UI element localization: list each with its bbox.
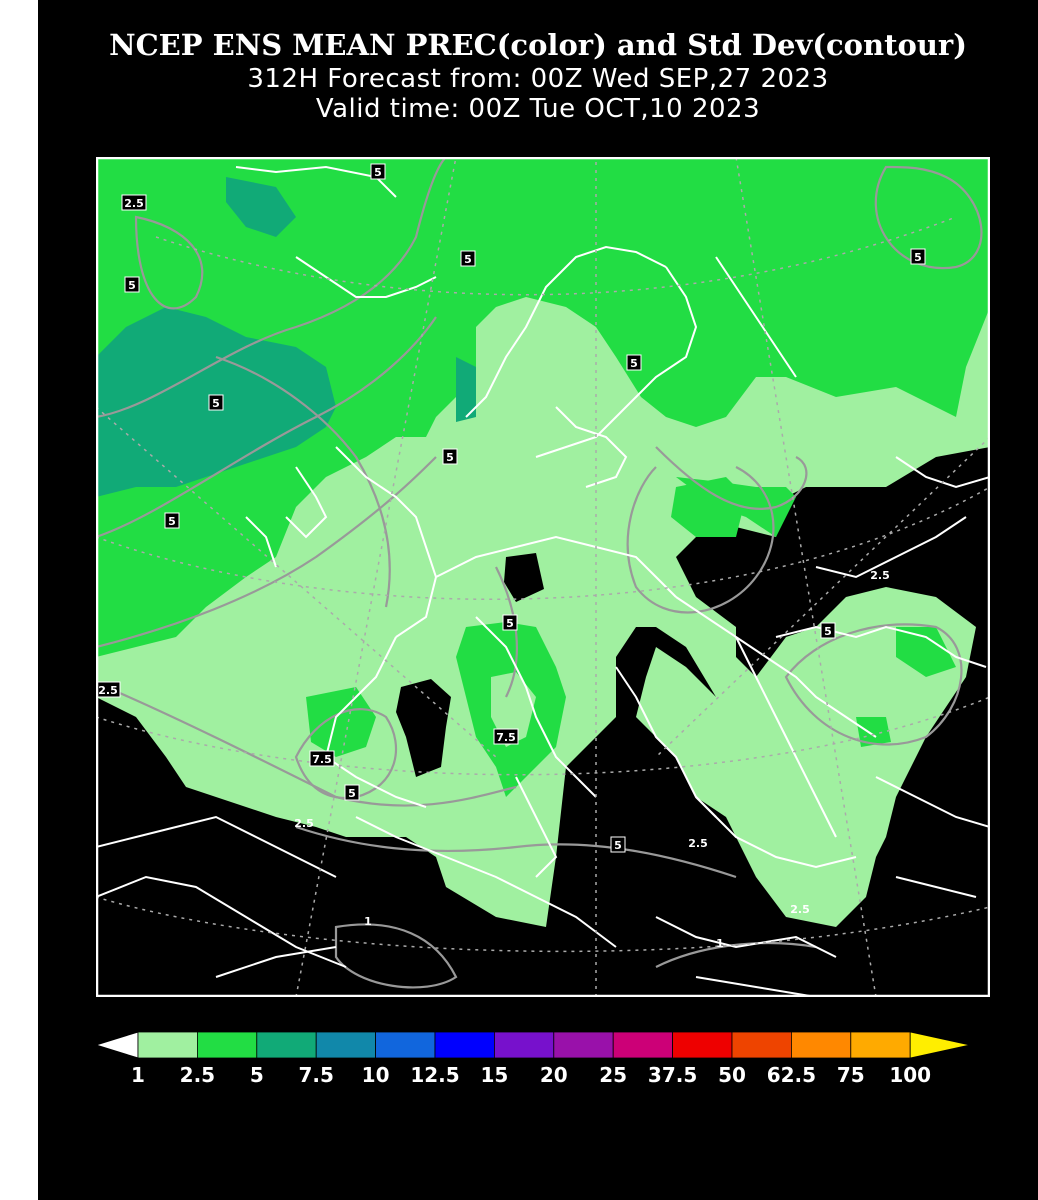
legend-swatch xyxy=(850,1031,911,1059)
svg-text:2.5: 2.5 xyxy=(98,684,118,697)
contour-label: 2.5 xyxy=(790,903,810,916)
legend-tick-label: 5 xyxy=(250,1063,264,1087)
legend-tick-label: 1 xyxy=(131,1063,145,1087)
contour-label: 7.5 xyxy=(493,728,519,745)
legend-tick-label: 20 xyxy=(540,1063,568,1087)
legend-tick-label: 7.5 xyxy=(298,1063,333,1087)
contour-label: 5 xyxy=(370,163,386,180)
legend-swatch xyxy=(375,1031,436,1059)
contour-label: 5 xyxy=(164,512,180,529)
legend-tick-label: 50 xyxy=(718,1063,746,1087)
svg-text:1: 1 xyxy=(716,937,724,950)
svg-text:5: 5 xyxy=(446,451,454,464)
legend-swatch xyxy=(434,1031,495,1059)
contour-label: 1 xyxy=(716,937,724,950)
svg-text:5: 5 xyxy=(212,397,220,410)
svg-text:5: 5 xyxy=(506,617,514,630)
std-dev-contours xyxy=(96,157,983,989)
legend-swatch xyxy=(731,1031,792,1059)
svg-text:5: 5 xyxy=(464,253,472,266)
contour-label: 1 xyxy=(364,915,372,928)
precipitation-map: 2.5 5 5 5 5 5 5 5 5 5 2.5 7.5 7.5 5 2.5 … xyxy=(96,157,990,997)
contour-label: 5 xyxy=(626,354,642,371)
svg-text:1: 1 xyxy=(364,915,372,928)
svg-text:5: 5 xyxy=(614,839,622,852)
legend-tick-label: 75 xyxy=(837,1063,865,1087)
svg-text:5: 5 xyxy=(914,251,922,264)
legend-swatch xyxy=(553,1031,614,1059)
contour-label: 2.5 xyxy=(96,681,121,698)
svg-text:2.5: 2.5 xyxy=(688,837,708,850)
contour-labels: 2.5 5 5 5 5 5 5 5 5 5 2.5 7.5 7.5 5 2.5 … xyxy=(96,163,926,950)
legend-tick-label: 100 xyxy=(889,1063,931,1087)
legend-tick-label: 2.5 xyxy=(180,1063,215,1087)
contour-label: 5 xyxy=(124,276,140,293)
contour-label: 5 xyxy=(910,248,926,265)
legend-swatch xyxy=(493,1031,555,1059)
map-panel: NCEP ENS MEAN PREC(color) and Std Dev(co… xyxy=(38,0,1038,1200)
svg-text:5: 5 xyxy=(630,357,638,370)
contour-label: 2.5 xyxy=(870,569,890,582)
graticule xyxy=(96,157,990,997)
svg-text:7.5: 7.5 xyxy=(496,731,516,744)
legend-swatch xyxy=(315,1031,376,1059)
svg-text:2.5: 2.5 xyxy=(294,817,314,830)
legend-swatch xyxy=(672,1031,733,1059)
contour-label: 5 xyxy=(610,836,626,853)
contour-label: 2.5 xyxy=(688,837,708,850)
contour-label: 5 xyxy=(344,784,360,801)
contour-label: 5 xyxy=(460,250,476,267)
svg-text:5: 5 xyxy=(824,625,832,638)
svg-text:5: 5 xyxy=(128,279,136,292)
legend-tick-label: 37.5 xyxy=(648,1063,697,1087)
legend-swatch xyxy=(197,1031,258,1059)
contour-label: 5 xyxy=(442,448,458,465)
legend-under-arrow xyxy=(94,1031,139,1059)
legend-swatch xyxy=(791,1031,852,1059)
chart-title: NCEP ENS MEAN PREC(color) and Std Dev(co… xyxy=(109,28,967,62)
legend-swatch xyxy=(909,1031,970,1059)
legend-tick-label: 62.5 xyxy=(767,1063,816,1087)
legend-swatch xyxy=(137,1031,198,1059)
legend-tick-label: 15 xyxy=(480,1063,508,1087)
contour-label: 2.5 xyxy=(294,817,314,830)
svg-text:5: 5 xyxy=(374,166,382,179)
svg-text:5: 5 xyxy=(168,515,176,528)
color-legend: 1 2.5 5 7.5 10 12.5 15 20 25 37.5 50 62.5 75 100 xyxy=(94,1031,970,1087)
forecast-time: 312H Forecast from: 00Z Wed SEP,27 2023 xyxy=(247,64,829,94)
legend-tick-label: 25 xyxy=(599,1063,627,1087)
legend-tick-label: 10 xyxy=(362,1063,390,1087)
legend-tick-label: 12.5 xyxy=(410,1063,459,1087)
svg-text:2.5: 2.5 xyxy=(790,903,810,916)
map-border xyxy=(96,157,990,997)
contour-label: 5 xyxy=(502,614,518,631)
svg-text:5: 5 xyxy=(348,787,356,800)
legend-swatch xyxy=(256,1031,317,1059)
coastlines xyxy=(96,165,990,997)
precip-2p5-5-north xyxy=(96,157,990,657)
valid-time: Valid time: 00Z Tue OCT,10 2023 xyxy=(315,94,761,124)
contour-label: 5 xyxy=(208,394,224,411)
svg-text:2.5: 2.5 xyxy=(870,569,890,582)
svg-text:2.5: 2.5 xyxy=(124,197,144,210)
contour-label: 2.5 xyxy=(121,194,147,211)
legend-swatch xyxy=(612,1031,674,1059)
contour-label: 5 xyxy=(820,622,836,639)
svg-text:7.5: 7.5 xyxy=(312,753,332,766)
contour-label: 7.5 xyxy=(309,750,335,767)
